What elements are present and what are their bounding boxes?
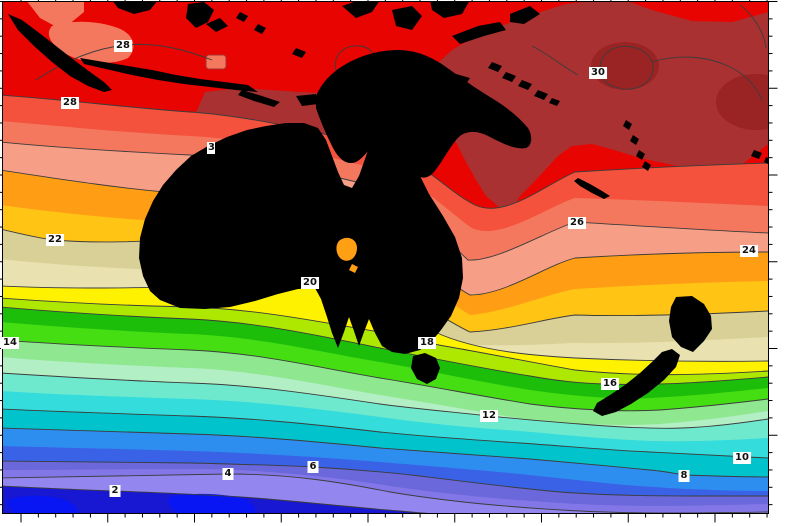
contour-label: 8 bbox=[678, 470, 690, 482]
contour-label: 24 bbox=[740, 245, 758, 257]
contour-label: 30 bbox=[589, 67, 607, 79]
landmass-indonesia bbox=[8, 1, 470, 107]
contour-30 bbox=[739, 4, 767, 49]
contour-12 bbox=[2, 372, 769, 429]
contour-label: 30 bbox=[207, 142, 215, 154]
temp-patch-maroon bbox=[591, 42, 659, 90]
contour-30 bbox=[531, 45, 579, 76]
contour-6 bbox=[2, 460, 768, 497]
closed-contour-cell bbox=[205, 54, 227, 70]
contour-label: 10 bbox=[733, 452, 751, 464]
contour-2 bbox=[2, 485, 437, 514]
contour-label: 6 bbox=[307, 461, 319, 473]
landmass-melanesia-islands bbox=[452, 6, 769, 199]
contour-label: 16 bbox=[601, 378, 619, 390]
temp-blob-coldest bbox=[7, 495, 78, 514]
contour-label: 12 bbox=[480, 410, 498, 422]
contour-label: 26 bbox=[568, 217, 586, 229]
contour-label: 14 bbox=[1, 337, 19, 349]
contour-30-loop bbox=[599, 45, 654, 90]
contour-4 bbox=[2, 473, 769, 514]
contour-label: 20 bbox=[301, 277, 319, 289]
axis-ticks bbox=[0, 0, 778, 523]
contour-label: 2 bbox=[109, 485, 121, 497]
contour-label: 28 bbox=[61, 97, 79, 109]
contour-label: 28 bbox=[114, 40, 132, 52]
contour-10 bbox=[2, 408, 769, 459]
contour-14 bbox=[2, 339, 769, 412]
contour-label: 18 bbox=[418, 337, 436, 349]
lake-eyre bbox=[336, 237, 358, 273]
landmass-tasmania bbox=[411, 353, 440, 384]
landmass-new-zealand bbox=[593, 296, 712, 416]
landmass-australia bbox=[139, 97, 463, 354]
temp-pocket-salmon bbox=[48, 21, 134, 63]
contour-30 bbox=[651, 56, 763, 101]
landmasses bbox=[8, 1, 769, 416]
landmass-new-guinea bbox=[296, 50, 532, 178]
temp-blob-coldest bbox=[168, 493, 256, 514]
temp-patch-maroon bbox=[716, 74, 769, 130]
contour-label: 4 bbox=[222, 468, 234, 480]
contour-label: 22 bbox=[46, 234, 64, 246]
